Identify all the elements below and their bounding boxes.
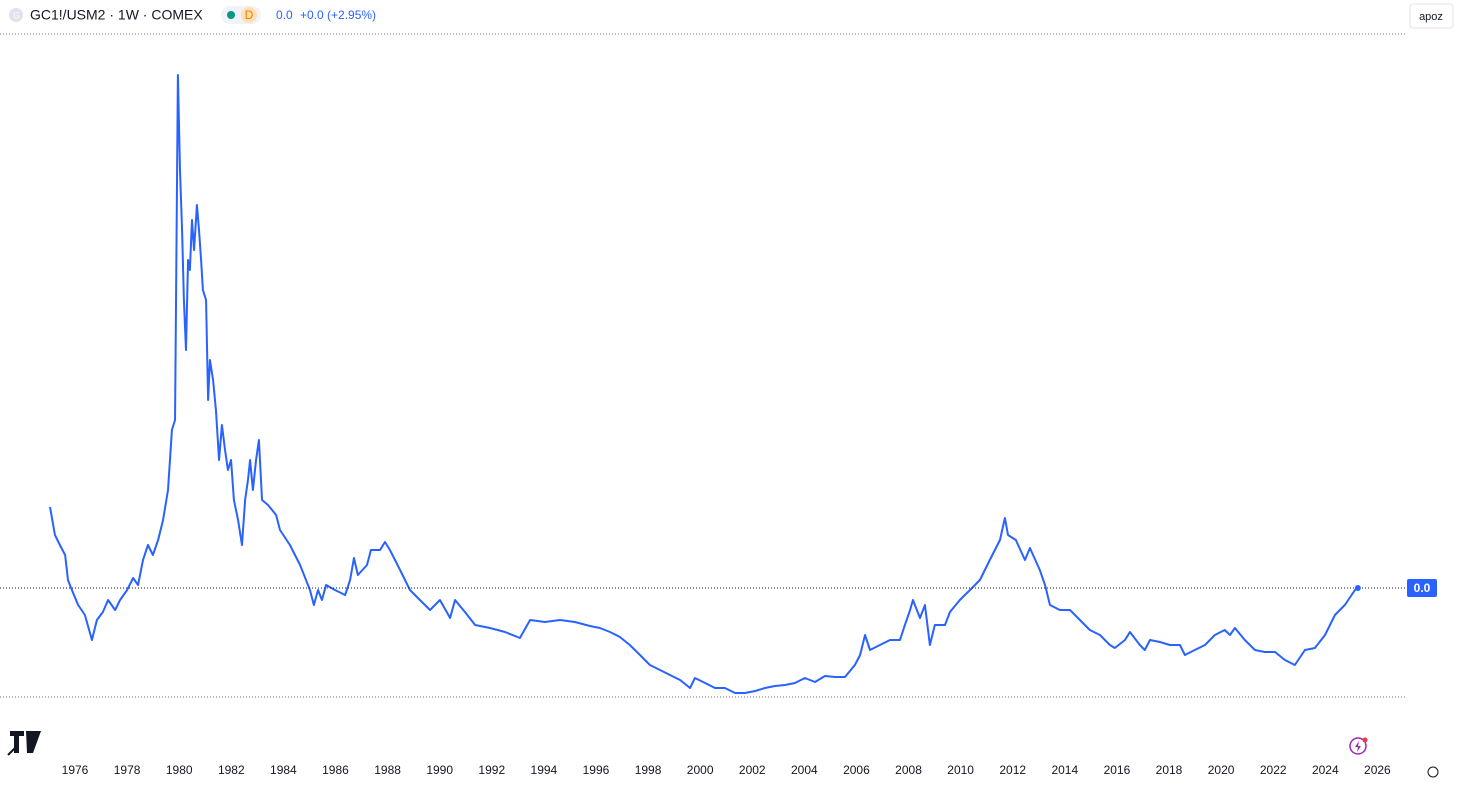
price-line [49,74,1359,694]
x-tick-label: 2016 [1104,763,1131,777]
x-tick-label: 1994 [531,763,558,777]
lightning-icon[interactable] [1349,737,1367,755]
x-tick-label: 1980 [166,763,193,777]
x-tick-label: 1976 [62,763,89,777]
notification-dot [1362,737,1368,743]
symbol-icon [9,8,23,22]
x-tick-label: 2006 [843,763,870,777]
price-label: 0.0 [1414,581,1431,595]
badge: D [245,8,254,22]
x-tick-label: 1978 [114,763,141,777]
logo[interactable] [7,731,41,756]
last-point [1354,585,1361,591]
x-tick-label: 1998 [635,763,662,777]
price-label-bg [1407,579,1437,597]
status-dot [227,11,235,19]
settings-icon[interactable] [1427,766,1439,778]
x-tick-label: 1996 [583,763,610,777]
button-label[interactable]: apoz [1419,11,1443,23]
header-change: +0.0 (+2.95%) [300,8,376,22]
x-tick-label: 2020 [1208,763,1235,777]
x-tick-label: 1984 [270,763,297,777]
x-tick-label: 2026 [1364,763,1391,777]
symbol-icon-letter: G [13,10,20,20]
x-tick-label: 2024 [1312,763,1339,777]
x-tick-label: 2002 [739,763,766,777]
header-value: 0.0 [276,8,293,22]
x-tick-label: 2012 [999,763,1026,777]
lightning-bolt [1355,741,1361,752]
x-tick-label: 1986 [322,763,349,777]
x-tick-label: 2008 [895,763,922,777]
x-tick-label: 2022 [1260,763,1287,777]
x-tick-label: 1992 [478,763,505,777]
x-tick-label: 1982 [218,763,245,777]
x-tick-label: 1990 [426,763,453,777]
x-tick-label: 2010 [947,763,974,777]
x-tick-label: 2000 [687,763,714,777]
x-tick-label: 2018 [1156,763,1183,777]
button[interactable] [1409,3,1454,29]
symbol-title[interactable]: GC1!/USM2 · 1W · COMEX [30,7,203,23]
x-tick-label: 1988 [374,763,401,777]
x-tick-label: 2014 [1051,763,1078,777]
badge-bg [241,7,257,23]
x-tick-label: 2004 [791,763,818,777]
